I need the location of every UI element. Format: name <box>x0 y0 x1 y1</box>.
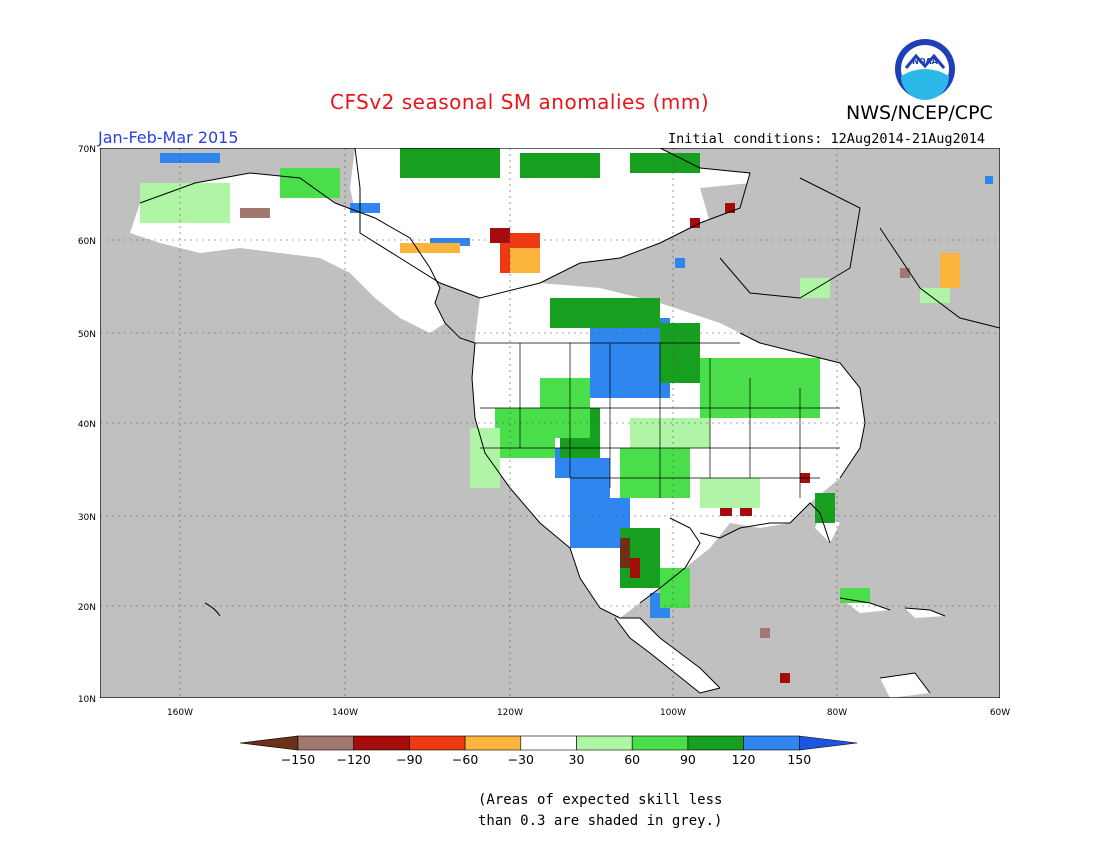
colorbar-box <box>520 735 577 751</box>
lon-label-120w: 120W <box>497 708 523 718</box>
colorbar-box <box>353 735 410 751</box>
lon-label-140w: 140W <box>332 708 358 718</box>
footnote-line-1: (Areas of expected skill less <box>478 792 723 808</box>
colorbar-tick-label: 150 <box>787 752 811 767</box>
gridlines <box>100 148 1000 698</box>
colorbar-box <box>464 735 522 751</box>
lon-label-80w: 80W <box>827 708 847 718</box>
colorbar-tick-label: 90 <box>680 752 696 767</box>
colorbar-box <box>576 735 633 751</box>
lat-label-50n: 50N <box>78 330 96 340</box>
colorbar-tick-label: −150 <box>281 752 315 767</box>
skill-footnote: (Areas of expected skill less than 0.3 a… <box>478 790 722 832</box>
lon-label-160w: 160W <box>167 708 193 718</box>
state-borders <box>475 342 840 498</box>
colorbar-box <box>297 735 355 751</box>
lat-label-20n: 20N <box>78 603 96 613</box>
colorbar-arrow-left <box>239 735 299 751</box>
colorbar-boxes <box>239 735 858 751</box>
colorbar-tick-label: 30 <box>569 752 585 767</box>
colorbar-box <box>631 735 689 751</box>
colorbar-box <box>743 735 800 751</box>
colorbar-box <box>409 735 466 751</box>
lon-label-60w: 60W <box>990 708 1010 718</box>
colorbar-arrow-right <box>798 735 858 751</box>
colorbar-tick-label: −90 <box>396 752 422 767</box>
noaa-logo: NOAA <box>895 39 955 100</box>
coastlines <box>139 148 1000 694</box>
lat-label-40n: 40N <box>78 420 96 430</box>
map-axis-labels: 70N 60N 50N 40N 30N 20N 10N 160W 140W 12… <box>78 145 1010 718</box>
anomaly-map <box>100 148 1000 698</box>
colorbar-ticks: −150 −120 −90 −60 −30 30 60 90 120 150 <box>281 752 811 767</box>
lat-label-10n: 10N <box>78 695 96 705</box>
lat-label-70n: 70N <box>78 145 96 155</box>
lon-label-100w: 100W <box>660 708 686 718</box>
colorbar-box <box>687 735 744 751</box>
initial-conditions-label: Initial conditions: 12Aug2014-21Aug2014 <box>668 131 985 147</box>
colorbar-tick-label: −60 <box>452 752 478 767</box>
colorbar-tick-label: 60 <box>624 752 640 767</box>
season-label: Jan-Feb-Mar 2015 <box>98 128 239 147</box>
colorbar: −150 −120 −90 −60 −30 30 60 90 120 150 <box>239 735 858 767</box>
anomaly-pixels <box>140 148 993 683</box>
chart-title: CFSv2 seasonal SM anomalies (mm) <box>330 90 710 114</box>
footnote-line-2: than 0.3 are shaded in grey.) <box>478 813 723 829</box>
logo-text: NOAA <box>912 57 938 66</box>
agency-label: NWS/NCEP/CPC <box>846 102 993 124</box>
colorbar-tick-label: −30 <box>508 752 534 767</box>
lat-label-30n: 30N <box>78 513 96 523</box>
lat-label-60n: 60N <box>78 237 96 247</box>
colorbar-tick-label: 120 <box>732 752 756 767</box>
colorbar-tick-label: −120 <box>337 752 371 767</box>
